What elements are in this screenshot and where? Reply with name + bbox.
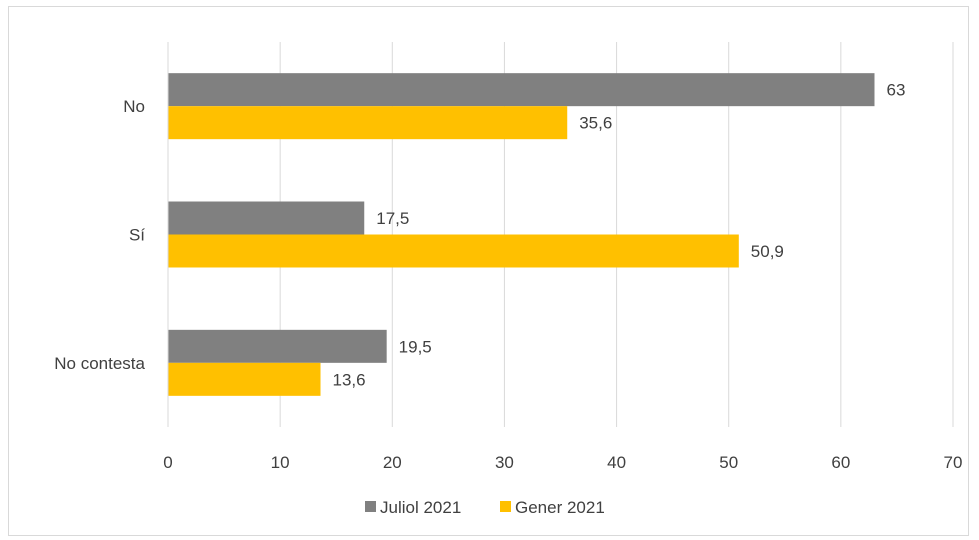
x-tick-label: 40 [607, 453, 626, 472]
bar [168, 329, 387, 363]
data-label: 13,6 [333, 370, 366, 389]
data-label: 19,5 [399, 337, 432, 356]
x-tick-label: 10 [271, 453, 290, 472]
legend-label: Juliol 2021 [380, 498, 461, 517]
category-label: No contesta [54, 354, 145, 373]
bar [168, 234, 739, 268]
bar [168, 106, 568, 140]
category-label: Sí [129, 226, 145, 245]
x-tick-label: 70 [944, 453, 963, 472]
bar [168, 362, 321, 396]
data-label: 63 [887, 81, 906, 100]
legend-swatch [365, 501, 376, 512]
x-tick-label: 20 [383, 453, 402, 472]
x-tick-label: 30 [495, 453, 514, 472]
data-label: 17,5 [376, 209, 409, 228]
bar [168, 201, 365, 235]
x-tick-label: 0 [163, 453, 172, 472]
bar [168, 73, 875, 107]
category-label: No [123, 97, 145, 116]
legend-swatch [500, 501, 511, 512]
x-tick-label: 50 [719, 453, 738, 472]
data-label: 50,9 [751, 242, 784, 261]
data-label: 35,6 [579, 114, 612, 133]
legend-label: Gener 2021 [515, 498, 605, 517]
x-tick-label: 60 [831, 453, 850, 472]
